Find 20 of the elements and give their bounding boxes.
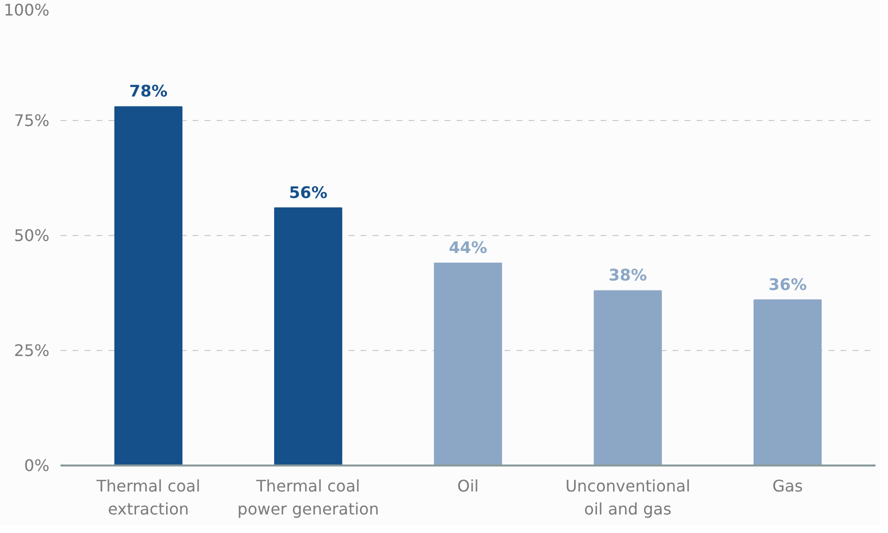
data-label: 38% [608, 266, 647, 285]
data-label: 36% [768, 274, 807, 294]
data-label: 78% [129, 82, 168, 101]
y-tick-label: 25% [14, 341, 50, 360]
y-tick-label: 75% [14, 111, 50, 130]
x-tick-label: Oil [457, 476, 479, 496]
bar [594, 290, 662, 466]
y-tick-label: 0% [24, 456, 50, 475]
y-tick-label: 100% [4, 0, 50, 20]
x-tick-label: Gas [772, 476, 803, 496]
bar [434, 262, 502, 466]
x-tick-label: Thermal coal power generation [237, 476, 379, 518]
y-tick-label: 50% [14, 226, 50, 245]
data-label: 44% [448, 238, 488, 258]
bar [754, 299, 822, 466]
x-tick-label: Unconventional oil and gas [565, 476, 690, 518]
bar [114, 106, 182, 466]
data-label: 56% [289, 182, 328, 202]
bar [274, 207, 342, 466]
x-tick-label: Thermal coal extraction [95, 476, 200, 518]
